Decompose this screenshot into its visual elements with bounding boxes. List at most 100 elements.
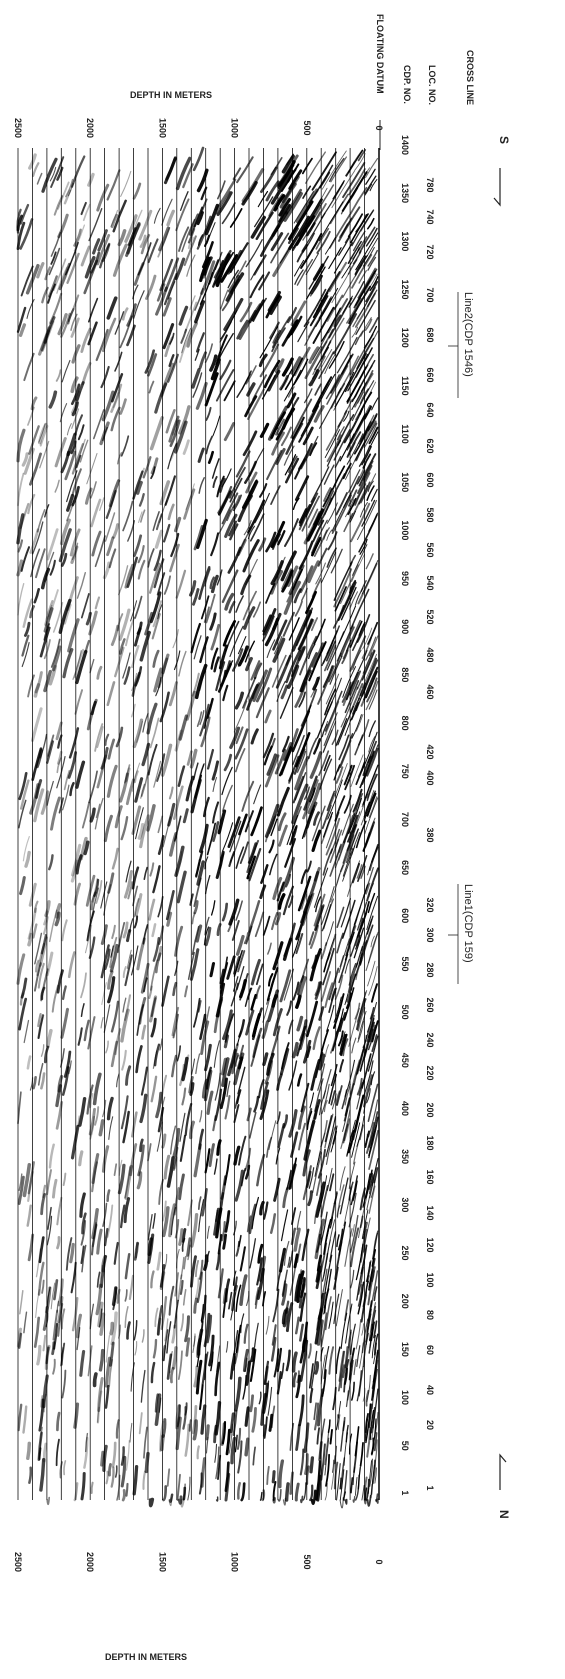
- reflector: [369, 513, 378, 531]
- reflector: [111, 1324, 112, 1334]
- cdp-number: 650: [400, 860, 410, 875]
- reflector: [283, 1311, 285, 1323]
- reflector: [89, 209, 102, 241]
- depth-tick-top: 0: [374, 125, 384, 130]
- reflector: [119, 231, 124, 245]
- reflector: [122, 1447, 124, 1464]
- reflector: [370, 848, 378, 871]
- reflector: [231, 209, 242, 227]
- reflector: [75, 1483, 77, 1500]
- depth-tick-top: 2500: [13, 118, 23, 138]
- reflector: [105, 735, 108, 745]
- reflector: [150, 863, 153, 875]
- reflector: [294, 1353, 296, 1371]
- reflector: [287, 1484, 289, 1500]
- reflector: [267, 1138, 272, 1158]
- reflector: [314, 1027, 320, 1049]
- reflector: [261, 865, 267, 882]
- loc-number: 320: [425, 897, 435, 912]
- reflector: [168, 1469, 170, 1486]
- reflector: [182, 1089, 185, 1105]
- reflector: [112, 926, 115, 938]
- reflector: [83, 803, 89, 828]
- reflector: [120, 316, 131, 347]
- reflector: [372, 489, 378, 501]
- reflector: [108, 538, 113, 555]
- reflector: [306, 152, 326, 183]
- depth-tick-top: 1000: [230, 118, 240, 138]
- reflector: [58, 971, 63, 993]
- depth-label-top: DEPTH IN METERS: [130, 90, 212, 100]
- reflector: [227, 1430, 229, 1454]
- reflector: [210, 1145, 214, 1166]
- reflector: [335, 796, 344, 821]
- reflector: [158, 816, 162, 832]
- reflector: [184, 441, 188, 454]
- depth-tick-bottom: 1500: [157, 1552, 167, 1572]
- reflector: [92, 702, 95, 713]
- reflector: [22, 547, 29, 571]
- reflector: [313, 152, 337, 189]
- reflector: [313, 333, 328, 360]
- loc-number: 660: [425, 367, 435, 382]
- reflector: [173, 1326, 175, 1342]
- reflector: [21, 325, 25, 335]
- reflector: [165, 576, 170, 594]
- reflector: [194, 148, 203, 170]
- reflector: [93, 1155, 98, 1183]
- reflector: [153, 866, 159, 892]
- reflector: [212, 625, 219, 649]
- reflector: [336, 1290, 342, 1326]
- reflector: [26, 853, 29, 867]
- reflector: [290, 1111, 296, 1136]
- reflector: [349, 287, 370, 324]
- reflector: [108, 682, 114, 704]
- loc-number: 280: [425, 962, 435, 977]
- reflector: [225, 1036, 227, 1047]
- cdp-number: 800: [400, 716, 410, 731]
- cdp-number: 1000: [400, 520, 410, 540]
- depth-tick-top: 2000: [85, 118, 95, 138]
- cdp-number: 950: [400, 571, 410, 586]
- reflector: [257, 1155, 264, 1185]
- reflector: [186, 1317, 189, 1341]
- reflector: [351, 1478, 352, 1493]
- reflector: [60, 1462, 62, 1478]
- reflector: [246, 1408, 248, 1426]
- reflector: [105, 816, 111, 840]
- reflector: [196, 1054, 200, 1074]
- reflector: [184, 810, 187, 822]
- reflector: [50, 392, 55, 407]
- reflector: [223, 904, 227, 920]
- reflector: [28, 1443, 30, 1458]
- reflector: [78, 573, 86, 598]
- reflector: [235, 1147, 239, 1164]
- reflector: [108, 1191, 110, 1201]
- reflector: [312, 1061, 319, 1090]
- reflector: [190, 894, 192, 904]
- reflector: [180, 716, 186, 739]
- reflector: [174, 1348, 176, 1368]
- reflector: [64, 1461, 65, 1475]
- seismic-section: S N CROSS LINE LOC. NO. CDP. NO. FLOATIN…: [0, 0, 565, 1674]
- reflector: [28, 407, 34, 425]
- reflector: [358, 856, 367, 881]
- reflector: [109, 1098, 113, 1118]
- reflector: [186, 1425, 189, 1456]
- reflector: [269, 1121, 276, 1150]
- reflector: [18, 474, 23, 506]
- reflector: [175, 961, 178, 975]
- reflector: [323, 730, 332, 752]
- reflector: [295, 1255, 297, 1267]
- reflector: [82, 247, 89, 265]
- reflector: [118, 453, 122, 464]
- reflector: [38, 1347, 40, 1364]
- reflector: [281, 688, 293, 718]
- reflector: [202, 1406, 205, 1433]
- reflector: [208, 1092, 212, 1113]
- reflector: [266, 1316, 269, 1334]
- reflector: [295, 1229, 299, 1250]
- reflector: [141, 1095, 146, 1121]
- reflector: [47, 1498, 49, 1505]
- reflector: [146, 1454, 148, 1472]
